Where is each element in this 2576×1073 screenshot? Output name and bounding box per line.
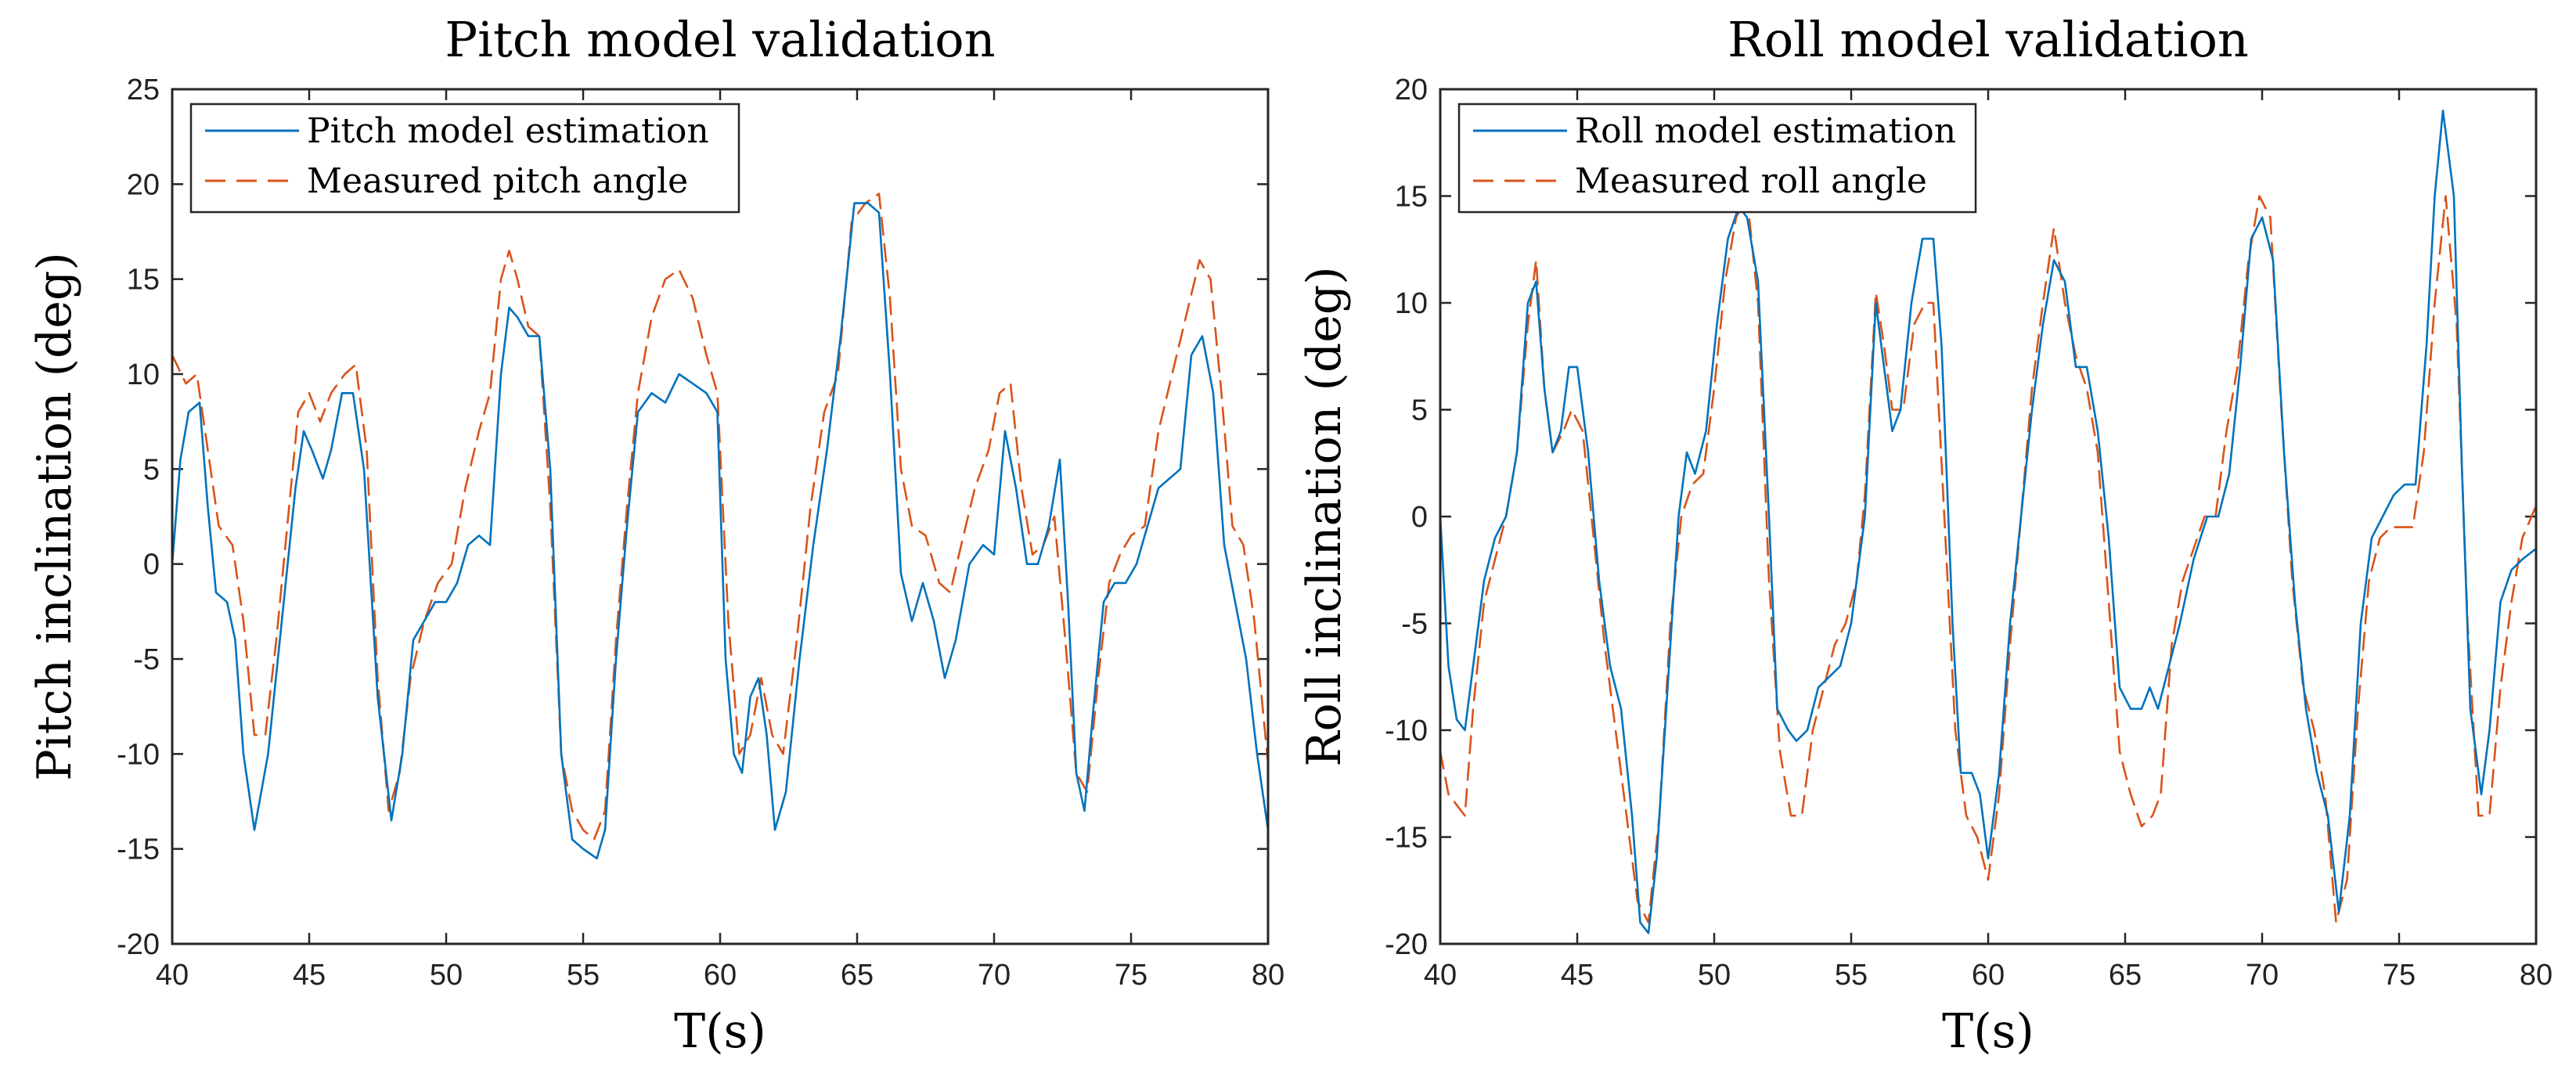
pitch-x-tick-label: 45: [293, 959, 326, 992]
roll-x-tick-label: 50: [1698, 959, 1731, 992]
pitch-axes-box: [171, 88, 1270, 945]
pitch-x-tick-label: 75: [1115, 959, 1147, 992]
roll-x-tick-label: 40: [1424, 959, 1457, 992]
roll-x-tick-label: 60: [1972, 959, 2005, 992]
roll-y-tick-label: -10: [1385, 715, 1428, 747]
roll-y-tick-label: 10: [1395, 287, 1428, 320]
roll-x-tick-label: 65: [2109, 959, 2142, 992]
pitch-x-tick-label: 40: [156, 959, 189, 992]
roll-x-tick-label: 45: [1561, 959, 1594, 992]
pitch-x-tick-label: 55: [567, 959, 600, 992]
pitch-x-tick-label: 80: [1252, 959, 1284, 992]
pitch-y-tick-label: 25: [127, 74, 160, 106]
roll-chart-title: Roll model validation: [1728, 11, 2249, 68]
pitch-chart-title: Pitch model validation: [445, 11, 995, 68]
pitch-x-tick-label: 70: [978, 959, 1011, 992]
pitch-legend: Pitch model estimation Measured pitch an…: [189, 103, 740, 214]
pitch-x-tick-label: 50: [430, 959, 463, 992]
roll-y-tick-label: -5: [1401, 608, 1428, 641]
roll-legend-label-measured: Measured roll angle: [1575, 161, 1927, 201]
pitch-legend-label-model: Pitch model estimation: [307, 111, 709, 151]
pitch-y-tick-label: -20: [117, 928, 160, 961]
roll-y-tick-label: 0: [1411, 501, 1428, 534]
roll-series-measured-angle-line: [1439, 195, 2538, 924]
pitch-chart-panel: Pitch model validation T(s) Pitch inclin…: [27, 11, 1284, 1059]
roll-x-tick-label: 75: [2383, 959, 2416, 992]
roll-y-tick-label: 5: [1411, 394, 1428, 427]
roll-ticks: 40 45 50 55 60 65 70 75 80 -20 -15 -10 -5 0 5 10 15 20: [1385, 74, 2553, 992]
pitch-y-tick-label: 15: [127, 264, 160, 297]
roll-x-tick-label: 80: [2520, 959, 2553, 992]
pitch-y-tick-label: 10: [127, 358, 160, 391]
pitch-y-tick-label: -5: [133, 643, 160, 676]
pitch-series-model-estimation-line: [171, 202, 1270, 860]
roll-chart-panel: Roll model validation T(s) Roll inclinat…: [1297, 11, 2553, 1059]
pitch-lines: [171, 193, 1270, 860]
pitch-x-axis-label: T(s): [674, 1004, 766, 1059]
roll-legend-label-model: Roll model estimation: [1575, 111, 1956, 151]
roll-axes-box: [1439, 88, 2538, 945]
roll-y-tick-label: -15: [1385, 822, 1428, 855]
roll-legend-box: [1457, 103, 1977, 214]
pitch-x-tick-label: 65: [841, 959, 874, 992]
pitch-legend-box: [189, 103, 740, 214]
roll-y-tick-label: -20: [1385, 928, 1428, 961]
roll-x-tick-label: 70: [2246, 959, 2279, 992]
pitch-y-tick-label: 20: [127, 168, 160, 201]
pitch-y-tick-label: -15: [117, 834, 160, 866]
roll-y-tick-label: 15: [1395, 181, 1428, 214]
pitch-y-tick-label: 0: [143, 549, 160, 582]
roll-x-tick-label: 55: [1835, 959, 1868, 992]
pitch-series-measured-angle-line: [171, 193, 1270, 841]
pitch-ticks: 40 45 50 55 60 65 70 75 80 -20 -15 -10 -5 0 5 10 15 20 25: [117, 74, 1284, 992]
pitch-legend-label-measured: Measured pitch angle: [307, 161, 688, 201]
roll-y-axis-label: Roll inclination (deg): [1297, 266, 1352, 766]
pitch-y-axis-label: Pitch inclination (deg): [27, 252, 82, 781]
roll-series-model-estimation-line: [1439, 110, 2538, 934]
pitch-x-tick-label: 60: [704, 959, 737, 992]
roll-lines: [1439, 110, 2538, 934]
roll-x-axis-label: T(s): [1942, 1004, 2034, 1059]
roll-y-tick-label: 20: [1395, 74, 1428, 106]
pitch-y-tick-label: 5: [143, 453, 160, 486]
roll-legend: Roll model estimation Measured roll angl…: [1457, 103, 1977, 214]
pitch-y-tick-label: -10: [117, 738, 160, 771]
